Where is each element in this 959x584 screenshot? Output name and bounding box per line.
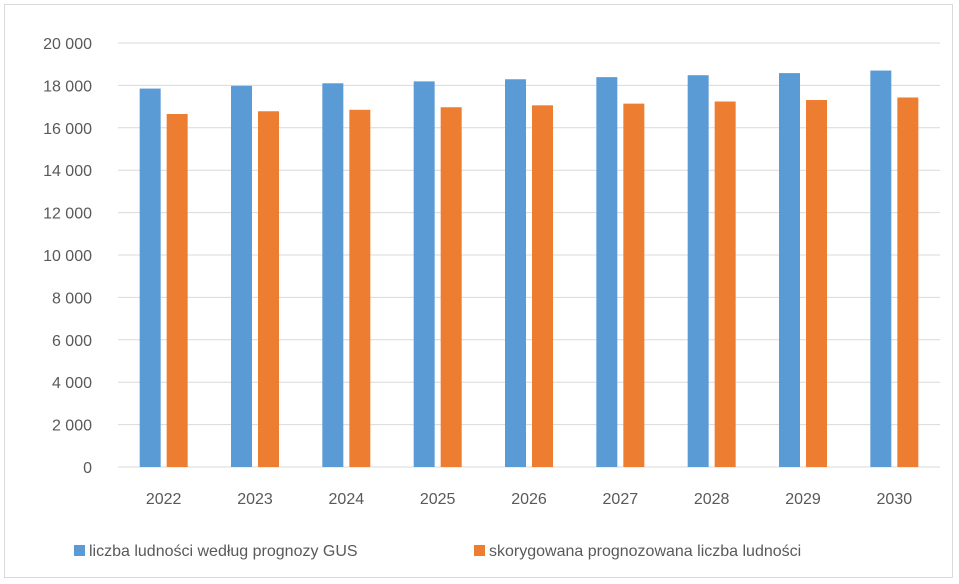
y-tick-label: 20 000 [43,36,92,53]
legend: liczba ludności według prognozy GUS skory… [74,543,801,560]
legend-label-gus: liczba ludności według prognozy GUS [89,543,358,560]
bar-corrected-2030 [897,97,919,467]
bar-corrected-2022 [166,114,188,468]
y-axis-tick-labels: 0 2 000 4 000 6 000 8 000 10 000 12 000 14 000 1… [43,36,92,477]
legend-swatch-gus [74,545,85,556]
bar-corrected-2026 [532,105,553,467]
x-tick-label: 2025 [420,491,456,508]
x-tick-label: 2022 [146,491,182,508]
bar-gus-2030 [870,70,892,467]
bar-gus-2024 [322,83,344,467]
gridlines [118,42,940,468]
y-tick-label: 2 000 [52,418,92,435]
bar-gus-2027 [596,77,618,467]
bars [139,70,919,468]
y-tick-label: 14 000 [43,163,92,180]
bar-corrected-2024 [349,109,371,467]
legend-swatch-corrected [474,545,485,556]
y-tick-label: 4 000 [52,375,92,392]
x-tick-label: 2028 [694,491,730,508]
y-tick-label: 18 000 [43,78,92,95]
legend-label-corrected: skorygowana prognozowana liczba ludności [489,543,801,560]
y-tick-label: 8 000 [52,290,92,307]
bar-corrected-2023 [258,111,279,467]
y-tick-label: 16 000 [43,121,92,138]
bar-corrected-2025 [440,107,462,468]
bar-corrected-2027 [623,103,645,467]
y-tick-label: 12 000 [43,206,92,223]
bar-gus-2022 [139,88,161,467]
y-tick-label: 0 [83,460,92,477]
x-tick-label: 2026 [511,491,547,508]
bar-gus-2029 [779,73,800,467]
bar-corrected-2029 [806,100,827,467]
x-axis-tick-labels: 2022 2023 2024 2025 2026 2027 2028 2029 2030 [146,491,912,508]
y-tick-label: 6 000 [52,333,92,350]
bar-corrected-2028 [714,101,736,468]
x-tick-label: 2027 [603,491,639,508]
y-tick-label: 10 000 [43,248,92,265]
x-tick-label: 2029 [785,491,821,508]
bar-gus-2026 [505,79,526,467]
bar-gus-2025 [413,81,435,467]
bar-gus-2023 [231,85,252,467]
x-tick-label: 2030 [877,491,913,508]
bar-gus-2028 [687,75,709,467]
x-tick-label: 2024 [329,491,365,508]
x-tick-label: 2023 [237,491,273,508]
